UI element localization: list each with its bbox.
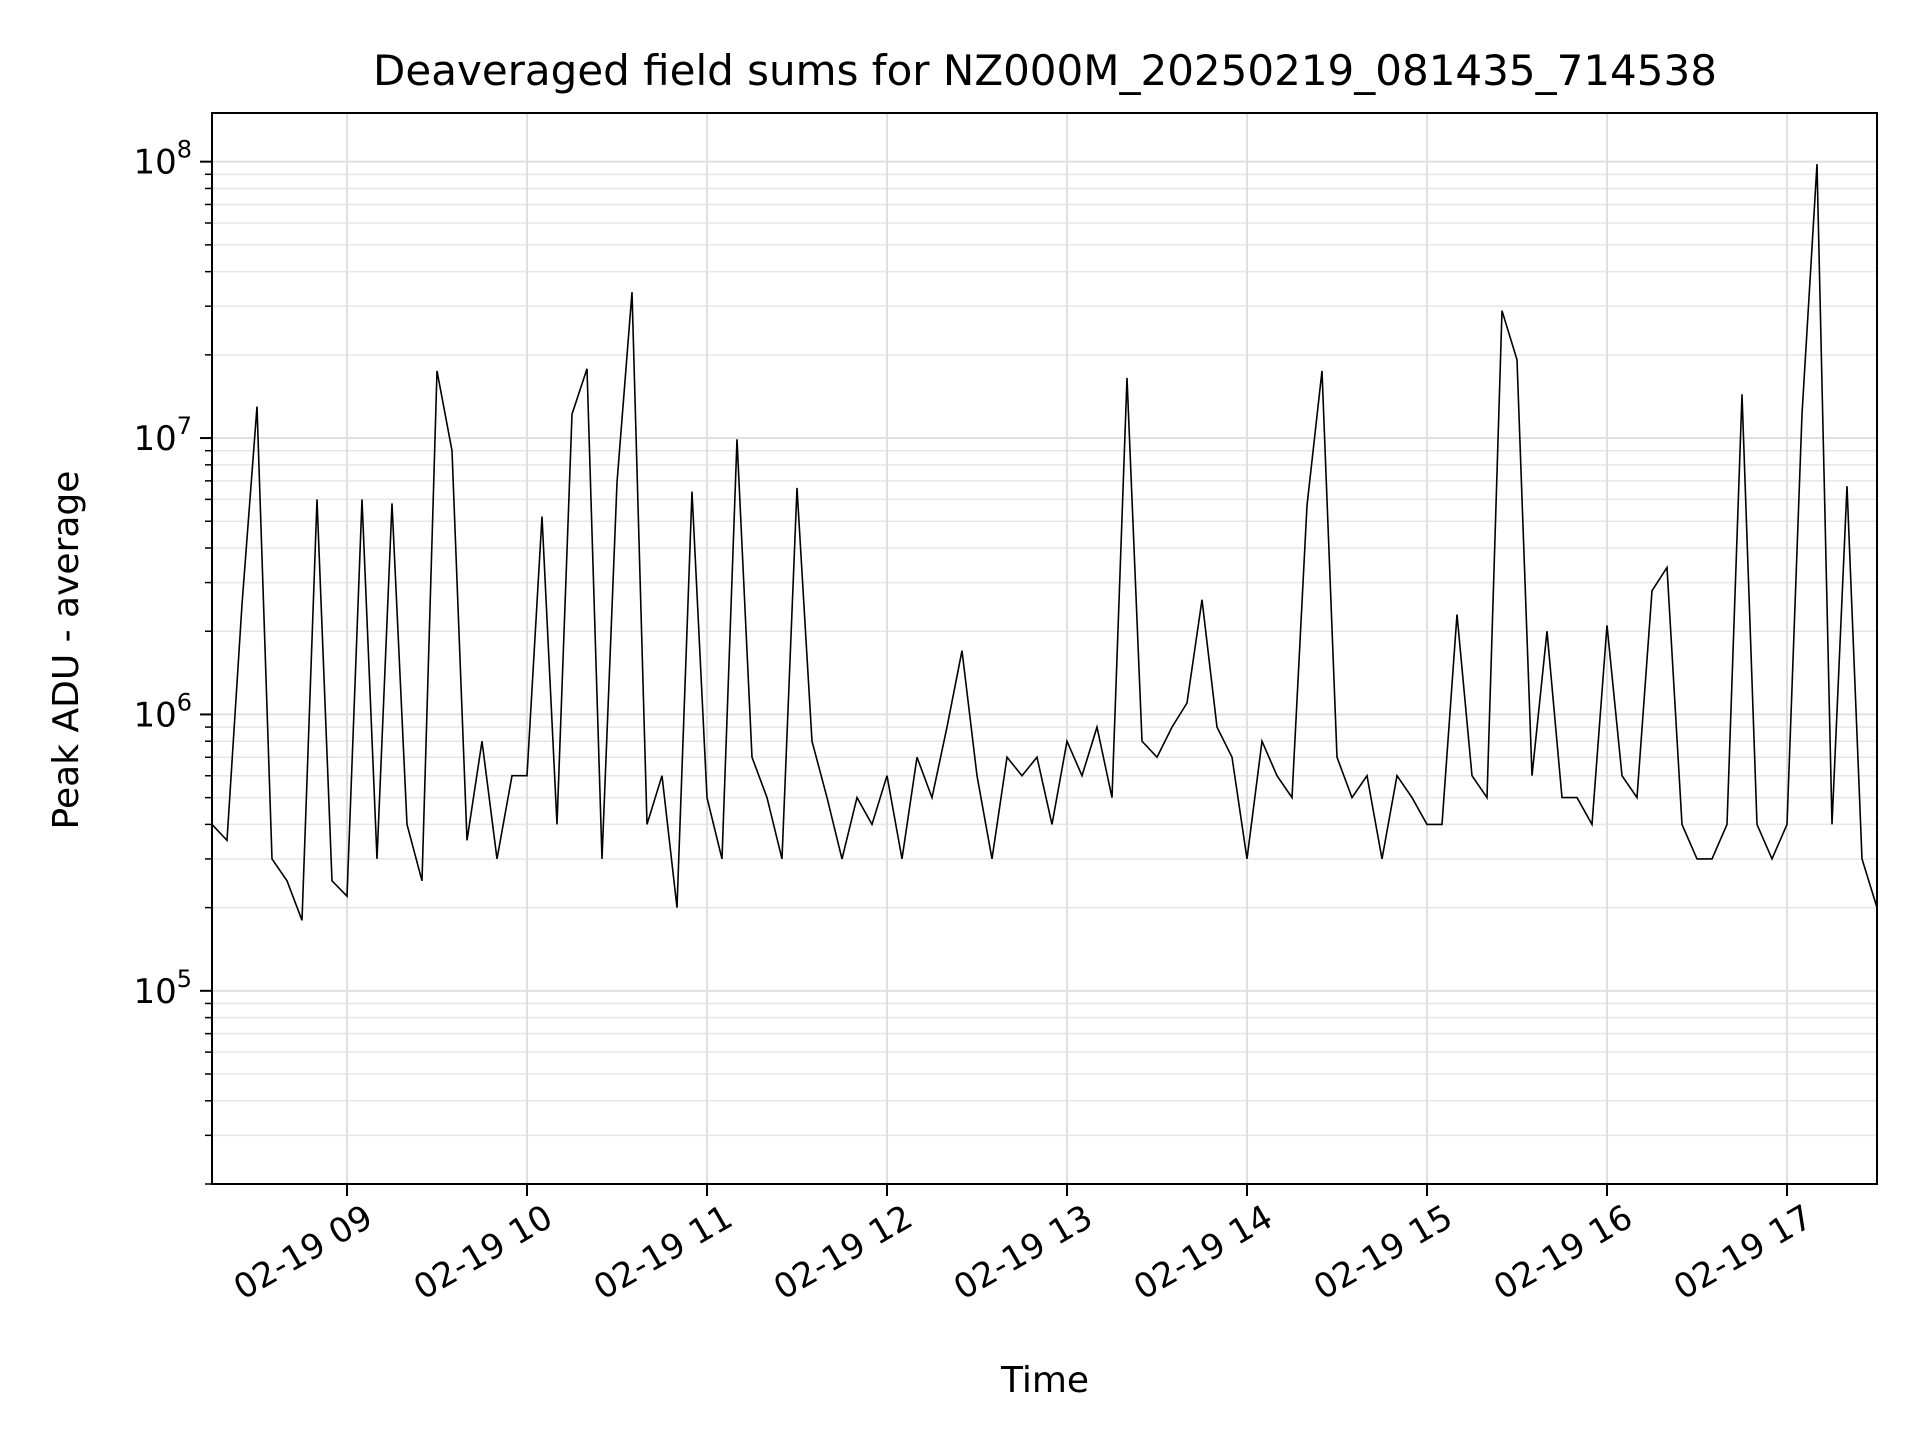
y-tick-label: 105 xyxy=(133,965,192,1012)
y-tick-label: 108 xyxy=(133,136,192,183)
y-tick-label: 106 xyxy=(133,688,192,735)
grid xyxy=(212,113,1877,1185)
y-tick-label: 107 xyxy=(133,412,192,459)
plot-frame xyxy=(211,112,1878,1185)
chart-title: Deaveraged field sums for NZ000M_2025021… xyxy=(373,46,1717,95)
x-axis-label: Time xyxy=(1000,1360,1089,1401)
plot-area xyxy=(211,164,1878,921)
y-axis-label: Peak ADU - average xyxy=(46,471,87,830)
series-line xyxy=(211,164,1878,921)
y-axis: 105 106 107 108 xyxy=(133,136,212,1185)
